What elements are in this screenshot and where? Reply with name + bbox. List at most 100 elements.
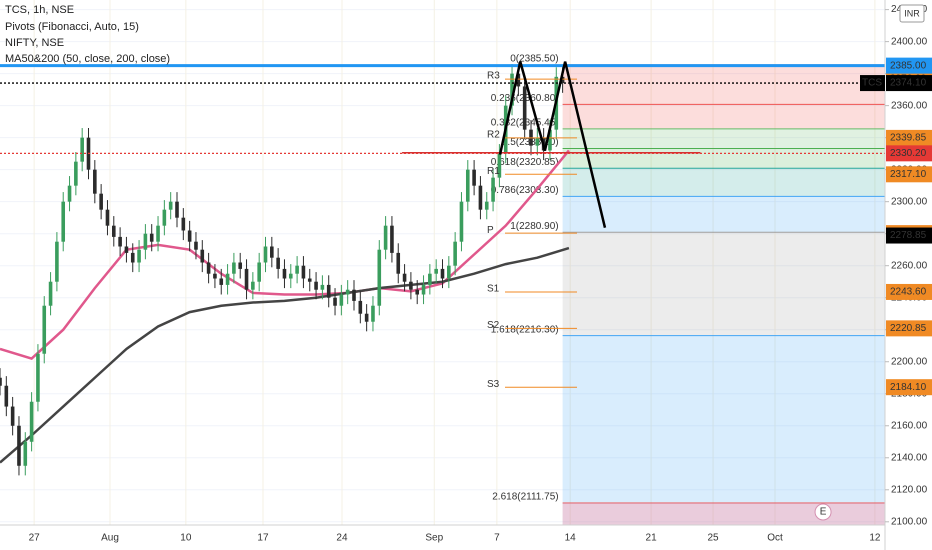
x-tick-label: 12	[869, 533, 881, 544]
fib-label: 0.786(2303.30)	[491, 185, 559, 196]
candle-body	[219, 278, 224, 285]
fib-label: 0(2385.50)	[510, 53, 558, 64]
candle-body	[491, 177, 495, 202]
candle-body	[522, 86, 527, 130]
event-label: E	[820, 507, 827, 518]
candle-body	[67, 185, 72, 202]
moving-average	[0, 149, 570, 360]
fib-band	[562, 502, 885, 525]
candle-body	[396, 252, 401, 274]
fib-band	[562, 64, 885, 105]
price-tag	[886, 57, 932, 74]
candle-body	[320, 284, 325, 290]
pattern-drawing	[498, 61, 607, 228]
y-tick-label: 2300.00	[891, 196, 928, 207]
candle-body	[415, 289, 420, 295]
candle-body	[465, 169, 470, 202]
candle-body	[244, 268, 249, 290]
candle-body	[282, 268, 287, 279]
fib-band	[562, 196, 885, 233]
fib-band	[562, 168, 885, 197]
price-tag-label: 2374.10	[890, 78, 927, 89]
price-tag	[886, 227, 932, 244]
candle-body	[55, 241, 59, 282]
candle-body	[156, 225, 160, 242]
candle-body	[194, 241, 198, 250]
candle-body	[560, 76, 565, 84]
price-tag-label: 2339.85	[890, 133, 927, 144]
candle-body	[251, 281, 255, 290]
overlay: 2100.002120.002140.002160.002180.002200.…	[29, 4, 932, 544]
candle-body	[105, 209, 110, 226]
candle-body	[168, 201, 173, 210]
candle-body	[333, 297, 337, 306]
pivot-label: R3	[487, 71, 500, 82]
candle-body	[137, 249, 141, 263]
x-tick-label: 10	[180, 533, 192, 544]
price-tag-label: 2220.85	[890, 323, 927, 334]
y-tick-label: 2200.00	[891, 356, 928, 367]
candle-body	[10, 406, 15, 426]
fib-band	[562, 502, 885, 525]
pivot-label: P	[487, 225, 494, 236]
x-tick-label: 7	[494, 533, 500, 544]
candle-body	[409, 281, 413, 290]
candle-body	[232, 262, 236, 274]
candle-body	[0, 377, 2, 386]
legend-entry: TCS, 1h, NSE	[5, 4, 74, 16]
candle-body	[428, 273, 432, 285]
pivot-label: S3	[487, 379, 500, 390]
x-tick-label: Oct	[767, 533, 783, 544]
candle-body	[206, 262, 211, 274]
candle-body	[345, 289, 350, 295]
candle-body	[36, 353, 40, 402]
fib-band	[562, 128, 885, 149]
fib-label: 1(2280.90)	[510, 221, 558, 232]
price-tag	[886, 75, 932, 92]
price-tag-label: 2184.10	[890, 382, 927, 393]
legend-entry: Pivots (Fibonacci, Auto, 15)	[5, 21, 139, 33]
candle-body	[535, 137, 540, 146]
x-tick-label: Sep	[425, 533, 443, 544]
price-tag	[886, 129, 932, 146]
candle-body	[187, 230, 192, 242]
candle-body	[74, 161, 78, 186]
candle-body	[130, 252, 135, 263]
candle-body	[200, 249, 205, 263]
candle-body	[510, 73, 514, 106]
candle-body	[383, 225, 388, 250]
candle-body	[301, 265, 306, 279]
candle-body	[288, 273, 293, 279]
y-tick-label: 2400.00	[891, 36, 928, 47]
candle-body	[48, 281, 53, 306]
x-tick-label: 17	[257, 533, 269, 544]
candle-body	[93, 169, 97, 194]
y-tick-label: 2360.00	[891, 100, 928, 111]
candle-body	[364, 313, 369, 322]
candle-body	[276, 257, 280, 269]
currency-box[interactable]	[899, 4, 925, 23]
pivot-label: S2	[487, 320, 500, 331]
pivot-label: R1	[487, 166, 500, 177]
candle-body	[42, 305, 47, 354]
candle-body	[352, 289, 356, 301]
moving-average	[0, 246, 570, 464]
price-tag	[886, 145, 932, 162]
price-tag-label: 2385.00	[890, 60, 927, 71]
fib-label: 0.618(2320.85)	[491, 157, 559, 168]
candle-body	[149, 233, 154, 242]
event-marker	[814, 503, 832, 521]
price-tag-label: 2330.20	[890, 148, 927, 159]
x-tick-label: Aug	[101, 533, 119, 544]
candle-body	[484, 201, 489, 210]
legend: TCS, 1h, NSE Pivots (Fibonacci, Auto, 15…	[5, 4, 170, 65]
candle-body	[459, 201, 464, 242]
x-tick-label: 24	[336, 533, 348, 544]
y-tick-label: 2260.00	[891, 260, 928, 271]
price-tag-label: 2278.85	[890, 230, 927, 241]
candle-body	[402, 273, 407, 282]
candle-body	[440, 268, 445, 279]
candle-body	[17, 425, 21, 466]
candle-body	[314, 281, 318, 290]
candle-body	[377, 249, 382, 306]
